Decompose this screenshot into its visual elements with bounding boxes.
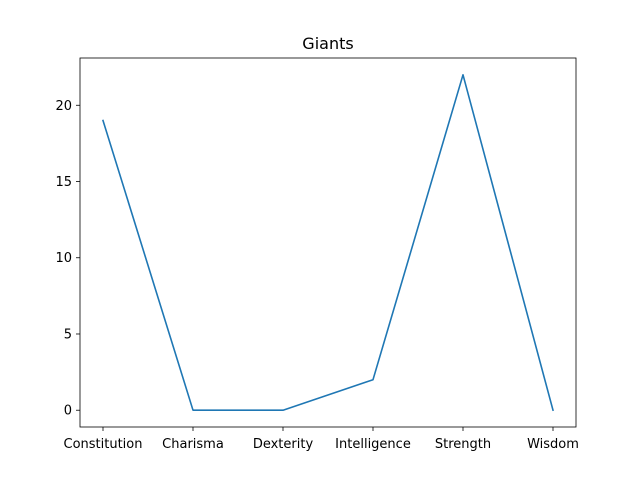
x-tick-label: Constitution [64, 437, 143, 452]
x-axis: Constitution Charisma Dexterity Intelligenc… [64, 427, 579, 452]
chart-title: Giants [302, 34, 353, 53]
y-tick-label: 5 [64, 327, 72, 342]
y-axis: 0 5 10 15 20 [55, 99, 80, 419]
y-tick-label: 10 [55, 251, 72, 266]
x-tick-label: Dexterity [253, 437, 314, 452]
series-line [101, 74, 554, 412]
y-tick-label: 0 [64, 404, 72, 419]
x-tick-label: Intelligence [335, 437, 411, 452]
plot-frame [79, 57, 577, 428]
x-tick-label: Charisma [162, 437, 224, 452]
plot-area [79, 57, 577, 428]
x-tick-label: Strength [435, 437, 491, 452]
x-tick-label: Wisdom [527, 437, 579, 452]
y-tick-label: 20 [55, 99, 72, 114]
y-tick-label: 15 [55, 175, 72, 190]
series-layer [101, 74, 554, 412]
